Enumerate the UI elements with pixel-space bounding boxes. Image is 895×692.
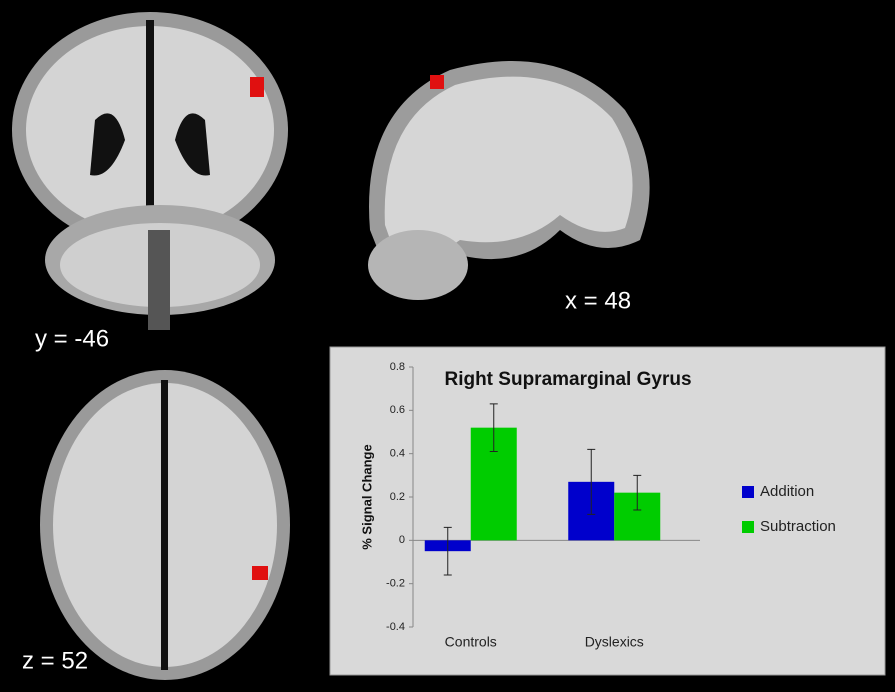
x-tick-label: Controls bbox=[445, 634, 497, 650]
chart-title: Right Supramarginal Gyrus bbox=[444, 369, 691, 390]
activation bbox=[252, 566, 268, 580]
y-tick-label: 0.8 bbox=[390, 361, 405, 373]
y-tick-label: 0.2 bbox=[390, 491, 405, 503]
slice-label: x = 48 bbox=[565, 287, 631, 314]
activation bbox=[250, 77, 264, 97]
slice-label: y = -46 bbox=[35, 325, 109, 352]
activation bbox=[430, 75, 444, 89]
x-tick-label: Dyslexics bbox=[585, 634, 644, 650]
legend-label: Addition bbox=[760, 483, 814, 500]
page: {"image_labels": ["y = -46", "x = 48", "… bbox=[0, 0, 895, 692]
y-tick-label: 0.6 bbox=[390, 404, 405, 416]
legend-swatch bbox=[742, 521, 754, 533]
y-tick-label: 0 bbox=[399, 534, 405, 546]
legend-swatch bbox=[742, 486, 754, 498]
figure: y = -46 x = 48 z = 52 Right Supramargina… bbox=[0, 0, 895, 692]
y-tick-label: -0.2 bbox=[386, 578, 405, 590]
y-tick-label: 0.4 bbox=[390, 448, 405, 460]
legend-label: Subtraction bbox=[760, 518, 836, 535]
slice-label: z = 52 bbox=[22, 647, 88, 674]
y-axis-label: % Signal Change bbox=[359, 444, 374, 549]
y-tick-label: -0.4 bbox=[386, 621, 405, 633]
brain-axial-superior bbox=[40, 370, 290, 680]
